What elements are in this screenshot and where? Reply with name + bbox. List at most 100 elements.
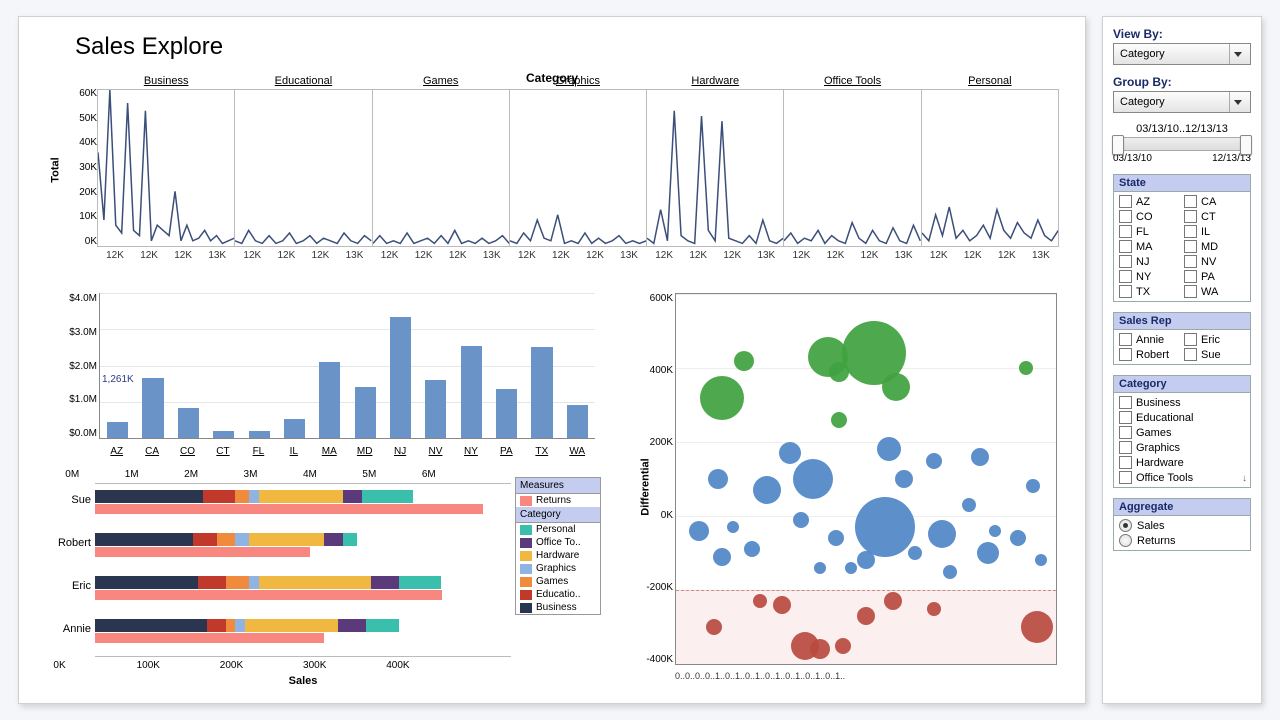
checkbox-item[interactable]: Business	[1119, 396, 1245, 409]
hbar-segment[interactable]	[95, 576, 198, 589]
bar-CT[interactable]	[213, 431, 234, 438]
legend-item[interactable]: Hardware	[516, 549, 600, 562]
hbar-segment[interactable]	[259, 490, 343, 503]
line-facet[interactable]: Office Tools12K12K12K13K	[784, 90, 921, 246]
bar-MA[interactable]	[319, 362, 340, 438]
bubble-point[interactable]	[734, 351, 754, 371]
hbar-segment[interactable]	[245, 619, 339, 632]
line-facet[interactable]: Personal12K12K12K13K	[922, 90, 1059, 246]
hbar-segment[interactable]	[235, 533, 249, 546]
bubble-point[interactable]	[928, 520, 956, 548]
bubble-point[interactable]	[962, 498, 976, 512]
bubble-point[interactable]	[908, 546, 922, 560]
line-facet[interactable]: Games12K12K12K13K	[373, 90, 510, 246]
bubble-point[interactable]	[943, 565, 957, 579]
bar-x-tick[interactable]: PA	[489, 446, 524, 457]
bubble-point[interactable]	[989, 525, 1001, 537]
checkbox-item[interactable]: AZ	[1119, 195, 1180, 208]
hbar-segment[interactable]	[95, 619, 207, 632]
bar-WA[interactable]	[567, 405, 588, 438]
hbar-segment[interactable]	[366, 619, 399, 632]
checkbox-item[interactable]: PA	[1184, 270, 1245, 283]
bubble-point[interactable]	[689, 521, 709, 541]
checkbox-item[interactable]: FL	[1119, 225, 1180, 238]
bar-AZ[interactable]	[107, 422, 128, 438]
bubble-point[interactable]	[1021, 611, 1053, 643]
bubble-point[interactable]	[977, 542, 999, 564]
checkbox-item[interactable]: Games	[1119, 426, 1245, 439]
bar-x-tick[interactable]: CO	[170, 446, 205, 457]
hbar-segment[interactable]	[338, 619, 366, 632]
bubble-point[interactable]	[753, 476, 781, 504]
bubble-point[interactable]	[744, 541, 760, 557]
bar-CA[interactable]	[142, 378, 163, 438]
hbar-returns-bar[interactable]	[95, 547, 310, 557]
bar-NY[interactable]	[461, 346, 482, 438]
bar-x-tick[interactable]: NV	[418, 446, 453, 457]
checkbox-item[interactable]: NY	[1119, 270, 1180, 283]
hbar-segment[interactable]	[207, 619, 226, 632]
bubble-point[interactable]	[1035, 554, 1047, 566]
bubble-point[interactable]	[713, 548, 731, 566]
checkbox-item[interactable]: IL	[1184, 225, 1245, 238]
checkbox-item[interactable]: NV	[1184, 255, 1245, 268]
facet-header[interactable]: Games	[373, 75, 509, 87]
checkbox-item[interactable]: Hardware	[1119, 456, 1245, 469]
bubble-point[interactable]	[779, 442, 801, 464]
hbar-segment[interactable]	[95, 533, 193, 546]
bubble-point[interactable]	[1019, 361, 1033, 375]
bar-x-tick[interactable]: CT	[205, 446, 240, 457]
hbar-segment[interactable]	[399, 576, 441, 589]
bar-x-tick[interactable]: FL	[241, 446, 276, 457]
checkbox-item[interactable]: Sue	[1184, 348, 1245, 361]
bubble-point[interactable]	[1026, 479, 1040, 493]
bar-x-tick[interactable]: MA	[312, 446, 347, 457]
hbar-segment[interactable]	[226, 576, 249, 589]
hbar-segment[interactable]	[226, 619, 235, 632]
line-facet[interactable]: Hardware12K12K12K13K	[647, 90, 784, 246]
checkbox-item[interactable]: Annie	[1119, 333, 1180, 346]
hbar-row-label[interactable]: Eric	[41, 580, 91, 592]
facet-header[interactable]: Business	[98, 75, 234, 87]
bar-x-tick[interactable]: CA	[134, 446, 169, 457]
hbar-segment[interactable]	[324, 533, 343, 546]
bubble-point[interactable]	[855, 497, 915, 557]
bubble-point[interactable]	[727, 521, 739, 533]
bubble-point[interactable]	[895, 470, 913, 488]
hbar-row-label[interactable]: Robert	[41, 537, 91, 549]
bubble-point[interactable]	[971, 448, 989, 466]
legend-item[interactable]: Personal	[516, 523, 600, 536]
bubble-point[interactable]	[828, 530, 844, 546]
hbar-segment[interactable]	[249, 576, 258, 589]
hbar-returns-bar[interactable]	[95, 633, 324, 643]
facet-header[interactable]: Personal	[922, 75, 1058, 87]
bubble-point[interactable]	[926, 453, 942, 469]
hbar-segment[interactable]	[95, 490, 203, 503]
line-facet[interactable]: Business12K12K12K13K	[97, 90, 235, 246]
checkbox-item[interactable]: CO	[1119, 210, 1180, 223]
bar-CO[interactable]	[178, 408, 199, 438]
checkbox-item[interactable]: CT	[1184, 210, 1245, 223]
legend-item[interactable]: Educatio..	[516, 588, 600, 601]
bubble-point[interactable]	[708, 469, 728, 489]
bar-FL[interactable]	[249, 431, 270, 438]
hbar-row-label[interactable]: Sue	[41, 494, 91, 506]
facet-header[interactable]: Educational	[235, 75, 371, 87]
hbar-segment[interactable]	[235, 619, 244, 632]
facet-header[interactable]: Hardware	[647, 75, 783, 87]
bar-x-tick[interactable]: AZ	[99, 446, 134, 457]
bubble-point[interactable]	[753, 594, 767, 608]
hbar-segment[interactable]	[235, 490, 249, 503]
bubble-point[interactable]	[793, 459, 833, 499]
checkbox-item[interactable]: Eric	[1184, 333, 1245, 346]
legend-item[interactable]: Graphics	[516, 562, 600, 575]
bubble-point[interactable]	[793, 512, 809, 528]
hbar-segment[interactable]	[193, 533, 216, 546]
bar-x-tick[interactable]: NJ	[382, 446, 417, 457]
bar-NJ[interactable]	[390, 317, 411, 438]
hbar-segment[interactable]	[362, 490, 413, 503]
hbar-segment[interactable]	[343, 490, 362, 503]
group-by-dropdown[interactable]: Category	[1113, 91, 1251, 113]
legend-item[interactable]: Office To..	[516, 536, 600, 549]
line-facet[interactable]: Educational12K12K12K13K	[235, 90, 372, 246]
